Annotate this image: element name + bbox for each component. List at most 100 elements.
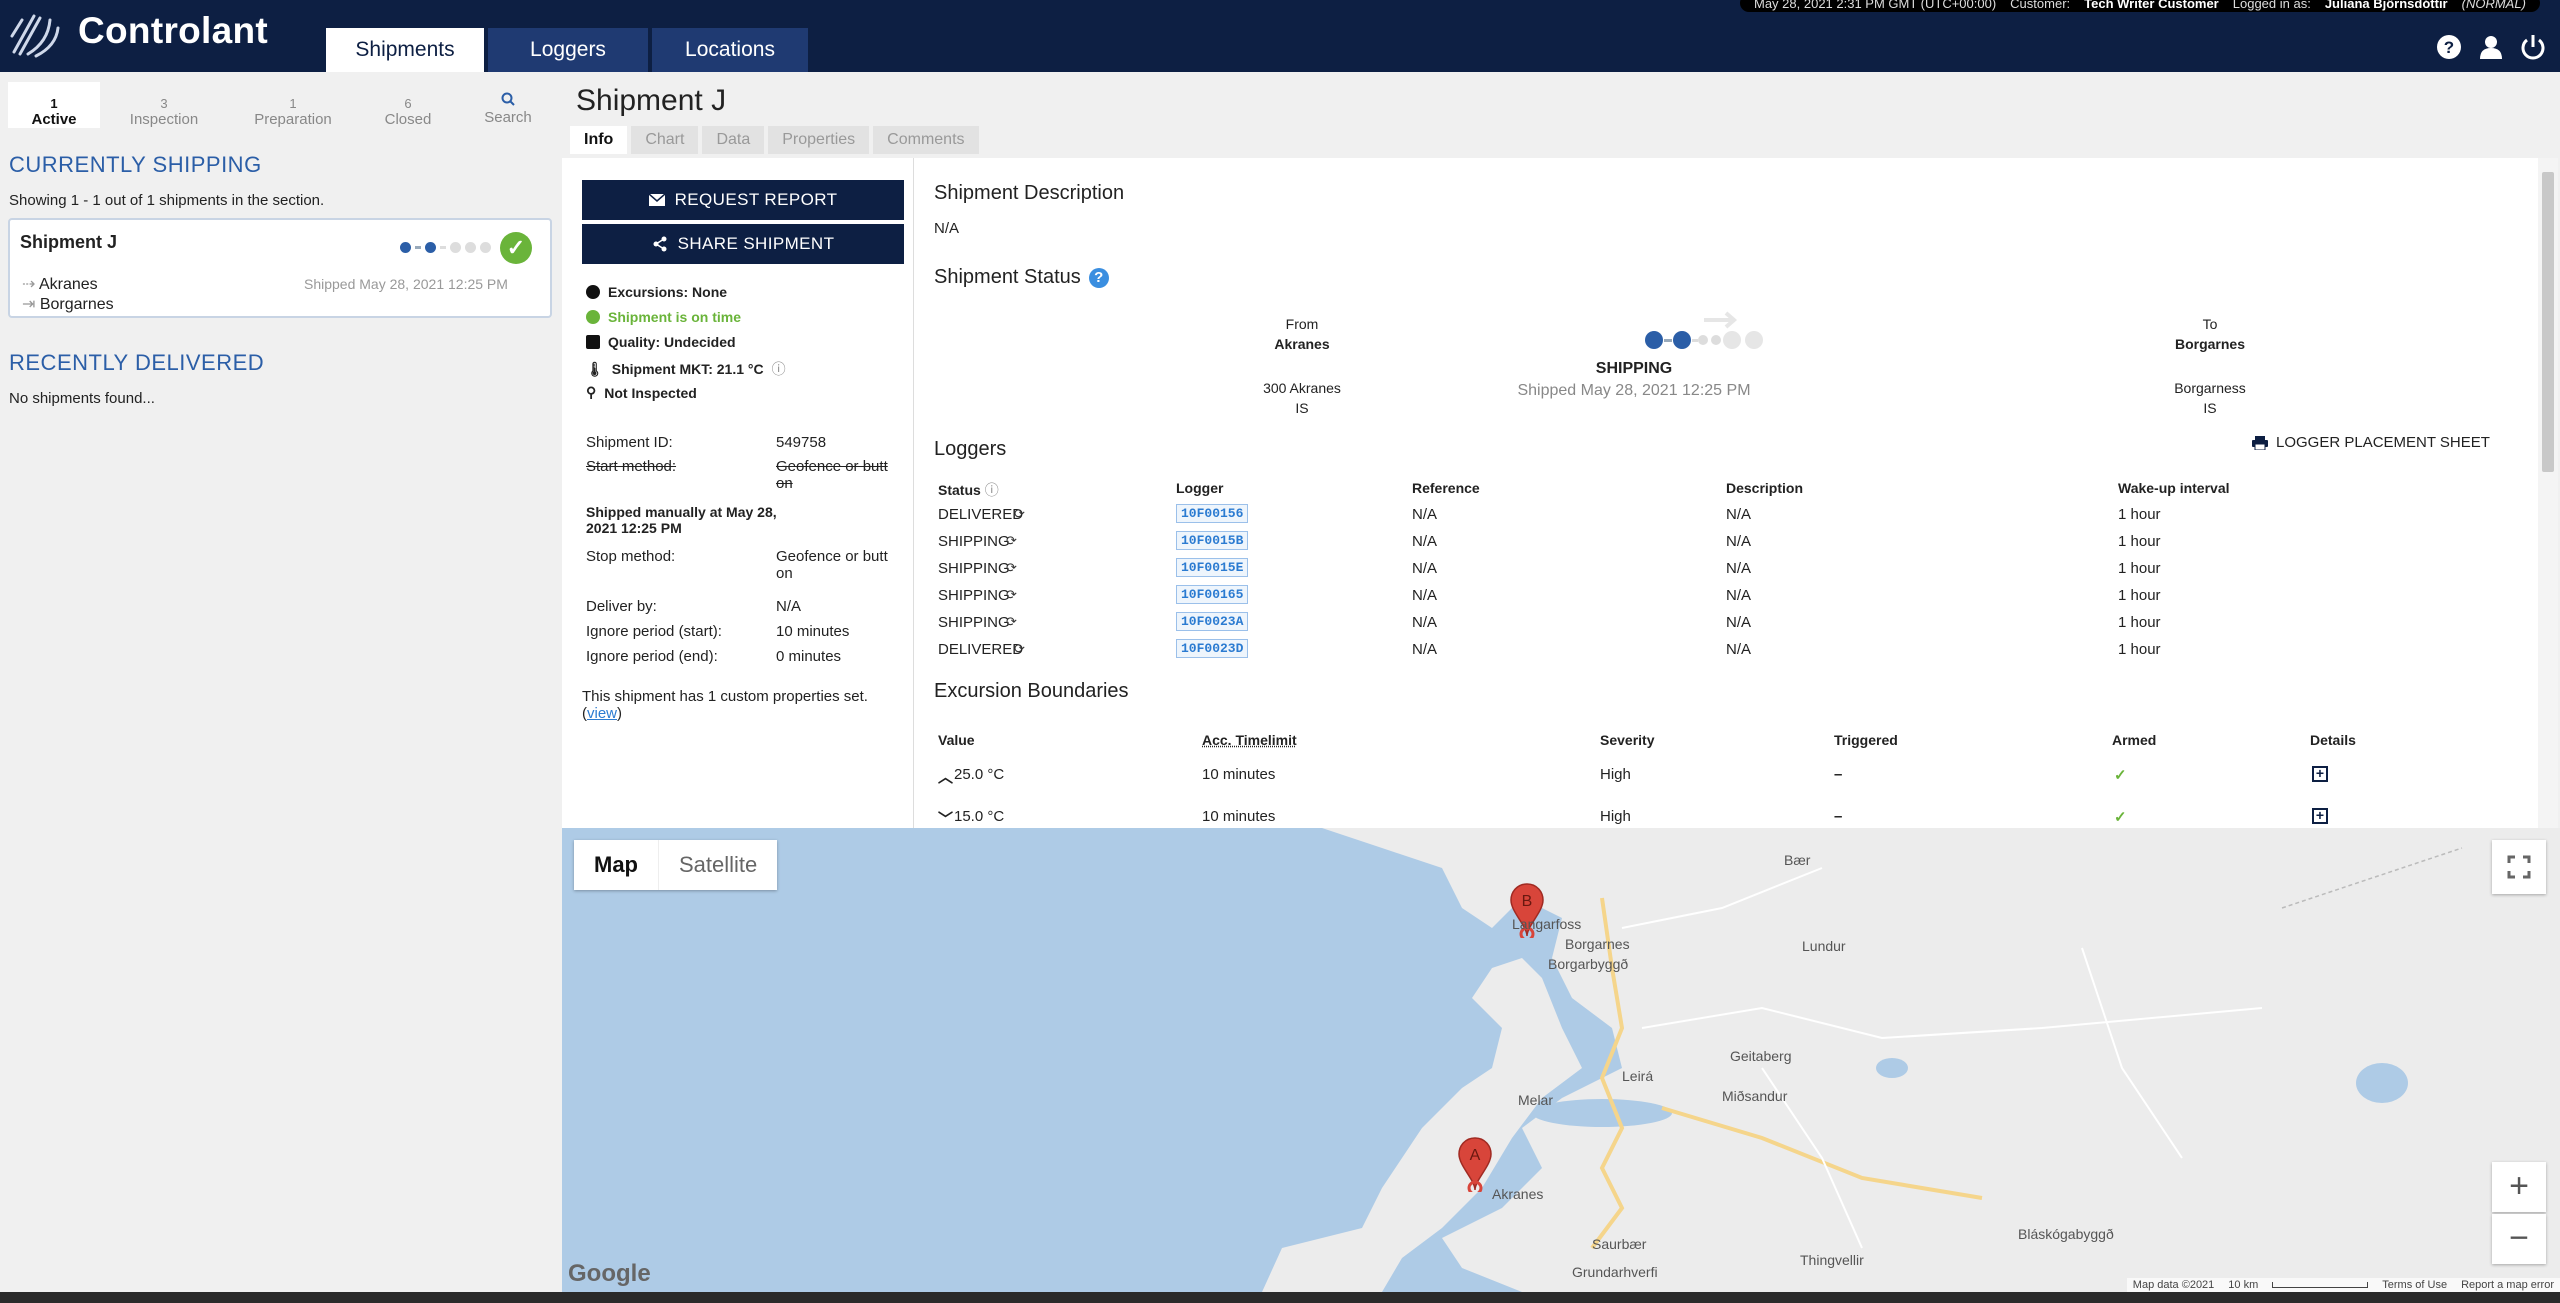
- progress-dot: [465, 242, 476, 253]
- logger-id-link[interactable]: 10F0023D: [1176, 639, 1249, 658]
- boundary-timelimit: 10 minutes: [1202, 808, 1276, 825]
- progress-dot: [480, 242, 491, 253]
- summary-column: REQUEST REPORT SHARE SHIPMENT Excursions…: [562, 158, 914, 828]
- terms-link[interactable]: Terms of Use: [2382, 1279, 2448, 1291]
- progress-dot: [425, 242, 436, 253]
- help-icon[interactable]: ?: [1088, 267, 1109, 288]
- logger-reference: N/A: [1412, 614, 1438, 631]
- map-place-label: Grundarhverfi: [1572, 1264, 1658, 1280]
- help-icon[interactable]: ?: [2436, 34, 2462, 60]
- customer-name: Tech Writer Customer: [2084, 0, 2219, 11]
- tab-count: 3: [160, 96, 168, 111]
- route-map[interactable]: B A Langarfoss Borgarnes Borgarbyggð Lundur…: [562, 828, 2560, 1292]
- progress-connector: [440, 246, 446, 249]
- map-scale: 10 km: [2228, 1279, 2259, 1291]
- shipment-detail: Shipment J Info Chart Data Properties Co…: [562, 72, 2560, 828]
- logger-status: DELIVERED: [938, 641, 1024, 658]
- request-report-button[interactable]: REQUEST REPORT: [582, 180, 904, 220]
- sync-icon: ⟳: [1014, 506, 1025, 521]
- card-from: ⇢ Akranes: [22, 274, 98, 294]
- details-expand-icon[interactable]: +: [2312, 808, 2328, 824]
- tab-locations[interactable]: Locations: [652, 28, 808, 72]
- on-time-check-icon: ✓: [500, 232, 532, 264]
- map-canvas[interactable]: [562, 828, 2560, 1292]
- logger-reference: N/A: [1412, 506, 1438, 523]
- logger-placement-sheet-button[interactable]: LOGGER PLACEMENT SHEET: [2252, 434, 2490, 451]
- tab-info[interactable]: Info: [570, 126, 628, 154]
- section-tab-inspection[interactable]: 3 Inspection: [100, 82, 228, 128]
- magnifier-icon: ⚲: [586, 384, 597, 400]
- arrow-icon: [1704, 311, 1738, 329]
- clock-icon: [586, 310, 600, 324]
- tab-chart[interactable]: Chart: [631, 126, 699, 154]
- logger-wakeup-interval: 1 hour: [2118, 641, 2161, 658]
- scrollbar-thumb[interactable]: [2542, 172, 2554, 472]
- map-type-map-button[interactable]: Map: [574, 840, 659, 890]
- info-icon[interactable]: ⓘ: [771, 361, 786, 377]
- map-data-attribution: Map data ©2021: [2132, 1279, 2215, 1291]
- section-tab-active[interactable]: 1 Active: [8, 82, 100, 128]
- zoom-in-button[interactable]: +: [2492, 1162, 2546, 1212]
- tab-loggers[interactable]: Loggers: [488, 28, 648, 72]
- tab-count: 1: [50, 96, 58, 111]
- detail-column: Shipment Description N/A Shipment Status…: [914, 158, 2538, 828]
- logger-reference: N/A: [1412, 533, 1438, 550]
- info-icon[interactable]: ⓘ: [984, 482, 999, 498]
- ignore-start-value: 10 minutes: [776, 623, 850, 640]
- share-shipment-button[interactable]: SHARE SHIPMENT: [582, 224, 904, 264]
- info-panel: REQUEST REPORT SHARE SHIPMENT Excursions…: [562, 158, 2538, 828]
- user-profile-icon[interactable]: [2478, 34, 2504, 60]
- section-tab-preparation[interactable]: 1 Preparation: [228, 82, 358, 128]
- tab-data[interactable]: Data: [702, 126, 765, 154]
- progress-dot: [1645, 331, 1663, 349]
- tab-comments[interactable]: Comments: [873, 126, 979, 154]
- customer-label: Customer:: [2010, 0, 2071, 11]
- logger-id-link[interactable]: 10F00156: [1176, 504, 1249, 523]
- shipment-progress-track: [1645, 311, 1763, 349]
- tab-properties[interactable]: Properties: [768, 126, 870, 154]
- logger-id-link[interactable]: 10F0015E: [1176, 558, 1249, 577]
- custom-properties-text: This shipment has 1 custom properties se…: [582, 688, 868, 722]
- from-country: IS: [1295, 400, 1309, 416]
- logger-reference: N/A: [1412, 587, 1438, 604]
- boundary-severity: High: [1600, 808, 1631, 825]
- stop-method-label: Stop method:: [586, 548, 676, 565]
- map-type-satellite-button[interactable]: Satellite: [679, 852, 758, 877]
- section-tab-search[interactable]: Search: [458, 82, 558, 128]
- logger-wakeup-interval: 1 hour: [2118, 533, 2161, 550]
- fullscreen-button[interactable]: [2492, 840, 2546, 894]
- brand-name[interactable]: Controlant: [78, 10, 269, 51]
- logger-id-link[interactable]: 10F0023A: [1176, 612, 1249, 631]
- zoom-out-button[interactable]: −: [2492, 1214, 2546, 1264]
- tab-shipments[interactable]: Shipments: [326, 28, 484, 72]
- marker-a-pin[interactable]: A: [1457, 1136, 1493, 1192]
- logger-description: N/A: [1726, 641, 1752, 658]
- google-logo[interactable]: Google: [568, 1260, 651, 1287]
- details-expand-icon[interactable]: +: [2312, 766, 2328, 782]
- fjord: [1532, 1099, 1672, 1127]
- report-map-error-link[interactable]: Report a map error: [2461, 1279, 2554, 1291]
- map-place-label: Lundur: [1802, 938, 1846, 954]
- col-wakeup-interval: Wake-up interval: [2118, 480, 2230, 496]
- from-label: From: [1285, 316, 1319, 332]
- power-logout-icon[interactable]: [2520, 34, 2546, 60]
- logger-wakeup-interval: 1 hour: [2118, 560, 2161, 577]
- logger-wakeup-interval: 1 hour: [2118, 614, 2161, 631]
- shipment-card[interactable]: Shipment J ✓ ⇢ Akranes ⇥ Borgarnes Shipp…: [8, 218, 552, 318]
- description-value: N/A: [934, 220, 960, 237]
- top-navigation-bar: Controlant Shipments Loggers Locations M…: [0, 0, 2560, 72]
- peninsula: [1262, 958, 1582, 1292]
- logger-id-link[interactable]: 10F00165: [1176, 585, 1249, 604]
- from-address: 300 Akranes: [1263, 380, 1341, 396]
- marker-b-pin[interactable]: B: [1509, 882, 1545, 938]
- logger-id-link[interactable]: 10F0015B: [1176, 531, 1249, 550]
- button-label: SHARE SHIPMENT: [677, 234, 835, 253]
- progress-dots: [400, 242, 491, 253]
- panel-scrollbar[interactable]: [2538, 158, 2558, 828]
- thermometer-icon: 🌡: [586, 360, 604, 377]
- col-description: Description: [1726, 480, 1804, 496]
- user-name: Juliana Björnsdóttir: [2324, 0, 2448, 11]
- view-link[interactable]: view: [587, 705, 618, 722]
- status-heading-text: Shipment Status: [934, 266, 1081, 288]
- section-tab-closed[interactable]: 6 Closed: [358, 82, 458, 128]
